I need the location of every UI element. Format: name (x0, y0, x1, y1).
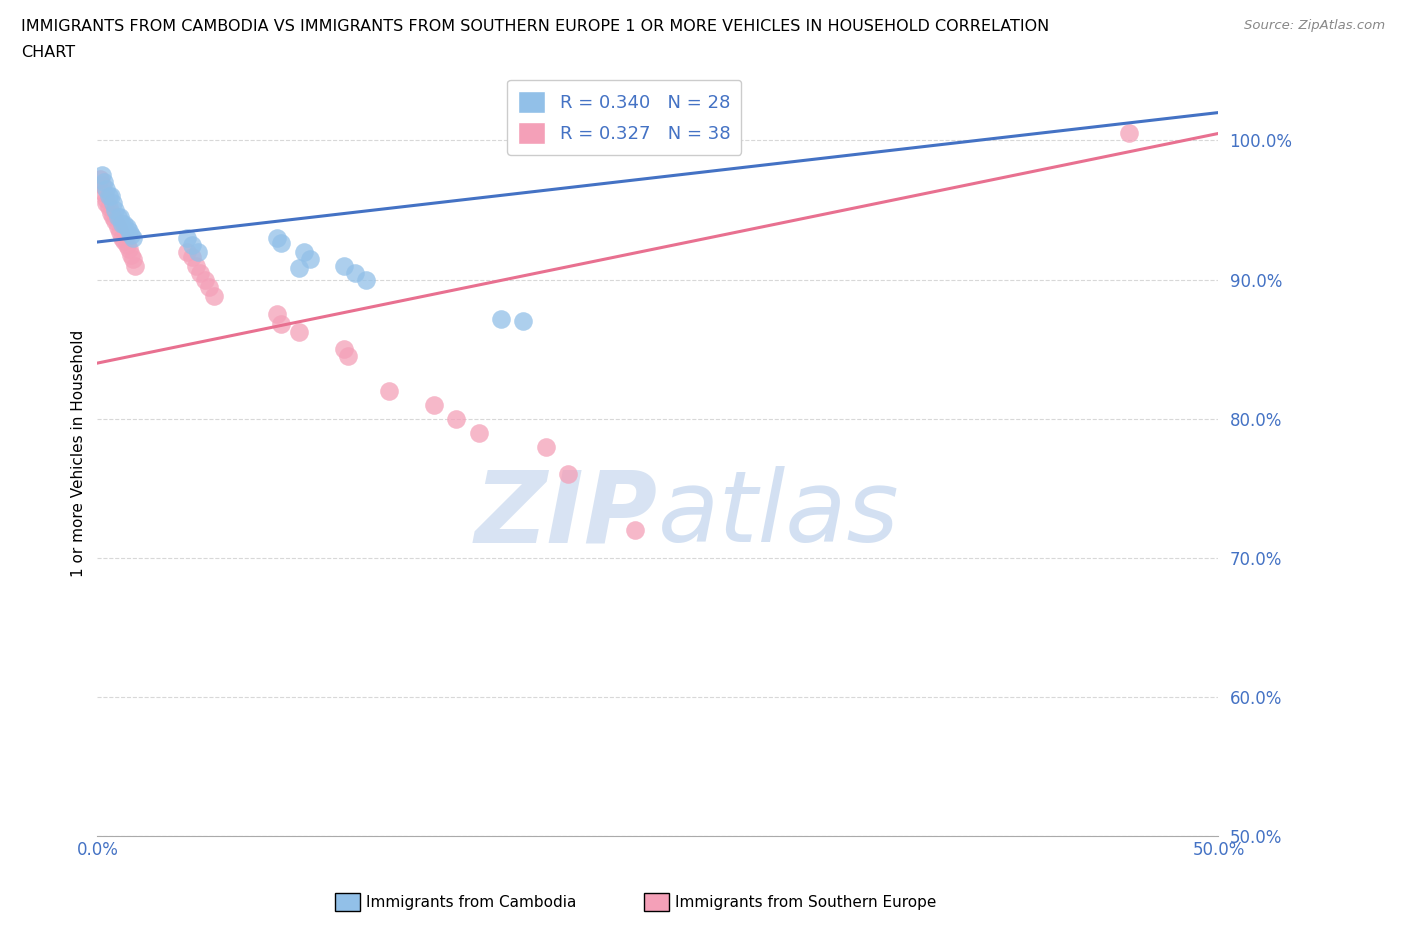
Point (111, 231, 134, 246)
Point (90, 167, 112, 182)
Point (337, 349, 360, 364)
Point (299, 251, 322, 266)
Point (266, 307, 288, 322)
Point (118, 242, 141, 257)
Point (107, 219, 129, 234)
Point (101, 195, 124, 210)
Point (180, 250, 202, 265)
Point (422, 397, 444, 412)
Point (101, 209, 124, 224)
Point (467, 425, 489, 440)
Point (333, 259, 356, 273)
Text: ZIP: ZIP (475, 466, 658, 564)
Y-axis label: 1 or more Vehicles in Household: 1 or more Vehicles in Household (72, 330, 86, 578)
Point (288, 261, 311, 276)
Point (624, 523, 647, 538)
Point (187, 245, 209, 259)
Point (97, 200, 120, 215)
Text: Source: ZipAtlas.com: Source: ZipAtlas.com (1244, 19, 1385, 32)
Point (96, 192, 118, 206)
Point (489, 312, 512, 326)
Point (96, 195, 118, 210)
Text: atlas: atlas (658, 466, 900, 564)
Point (108, 225, 131, 240)
Text: IMMIGRANTS FROM CAMBODIA VS IMMIGRANTS FROM SOUTHERN EUROPE 1 OR MORE VEHICLES I: IMMIGRANTS FROM CAMBODIA VS IMMIGRANTS F… (21, 19, 1049, 33)
Point (444, 411, 467, 426)
Point (122, 231, 145, 246)
Point (122, 251, 145, 266)
Point (104, 214, 127, 229)
Point (112, 233, 135, 248)
Text: Immigrants from Cambodia: Immigrants from Cambodia (366, 895, 576, 910)
Point (176, 231, 198, 246)
Point (120, 228, 142, 243)
Point (100, 189, 122, 204)
Point (557, 467, 579, 482)
Point (104, 203, 127, 218)
Point (270, 236, 292, 251)
Text: Immigrants from Southern Europe: Immigrants from Southern Europe (675, 895, 936, 910)
Point (115, 237, 138, 252)
Point (108, 209, 131, 224)
Point (344, 265, 367, 280)
Point (194, 272, 217, 287)
Text: CHART: CHART (21, 45, 75, 60)
Point (93, 175, 115, 190)
Point (120, 247, 142, 262)
Point (89, 172, 111, 187)
Point (115, 219, 138, 234)
Point (266, 231, 288, 246)
Point (1118, 126, 1140, 140)
Point (111, 217, 134, 232)
Point (288, 326, 311, 340)
Point (93, 186, 115, 201)
Point (90, 178, 112, 193)
Point (180, 237, 202, 252)
Point (118, 223, 141, 238)
Point (292, 245, 315, 259)
Point (202, 289, 225, 304)
Point (100, 206, 122, 220)
Point (107, 209, 129, 224)
Point (184, 259, 207, 273)
Point (356, 272, 378, 287)
Point (198, 279, 221, 294)
Point (190, 265, 212, 280)
Point (378, 383, 401, 398)
Point (270, 317, 292, 332)
Point (333, 341, 356, 356)
Point (176, 245, 198, 259)
Point (124, 259, 146, 273)
Point (512, 314, 534, 329)
Point (112, 217, 135, 232)
Point (96, 181, 118, 196)
Point (534, 439, 557, 454)
Legend: R = 0.340   N = 28, R = 0.327   N = 38: R = 0.340 N = 28, R = 0.327 N = 38 (508, 80, 741, 154)
Point (97, 189, 120, 204)
